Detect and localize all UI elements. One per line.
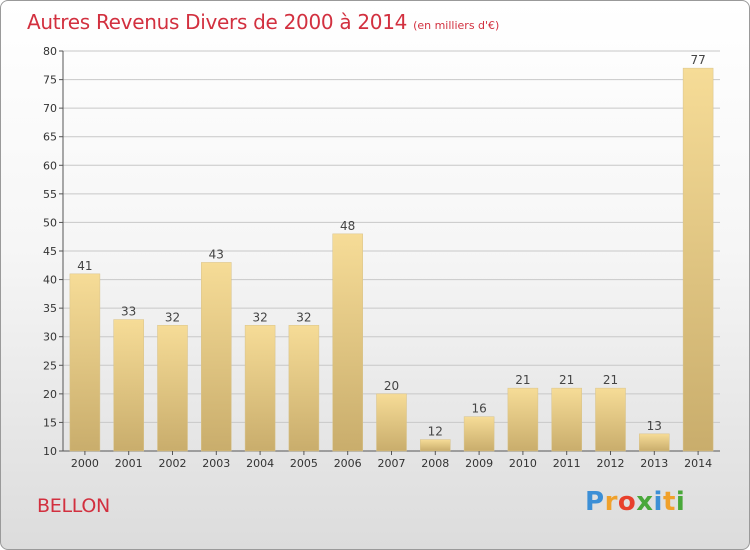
chart-title-unit: (en milliers d'€) [413, 19, 500, 32]
y-tick-label: 60 [43, 159, 57, 172]
value-label-2001: 33 [121, 305, 136, 319]
y-tick-label: 70 [43, 102, 57, 115]
bar-2011 [551, 387, 582, 452]
bar-2004 [244, 325, 276, 452]
chart-title-main: Autres Revenus Divers de 2000 à 2014 [27, 10, 408, 34]
y-tick-label: 40 [43, 274, 57, 287]
y-tick-label: 20 [43, 388, 57, 401]
y-tick-label: 10 [43, 445, 57, 458]
logo-letter: t [662, 487, 676, 517]
y-tick-label: 35 [43, 302, 57, 315]
commune-name: BELLON [37, 495, 110, 517]
value-label-2007: 20 [384, 379, 399, 393]
x-tick-label-2004: 2004 [246, 457, 274, 470]
logo-letter: x [636, 487, 654, 517]
bar-2012 [595, 387, 626, 452]
y-tick-label: 75 [43, 74, 57, 87]
x-tick-label-2008: 2008 [421, 457, 449, 470]
value-label-2006: 48 [340, 219, 355, 233]
x-tick-label-2012: 2012 [597, 457, 625, 470]
y-tick-label: 65 [43, 131, 57, 144]
proxiti-logo: Proxiti [585, 487, 685, 517]
bar-2014 [682, 67, 714, 452]
x-tick-label-2005: 2005 [290, 457, 318, 470]
bar-2000 [69, 273, 101, 452]
x-tick-label-2002: 2002 [159, 457, 187, 470]
x-tick-label-2014: 2014 [684, 457, 712, 470]
x-tick-label-2000: 2000 [71, 457, 99, 470]
bar-2002 [157, 325, 188, 452]
x-tick-label-2011: 2011 [553, 457, 581, 470]
value-label-2010: 21 [515, 373, 530, 387]
value-labels: 41 33 32 43 32 32 48 20 12 16 21 21 21 13 77 [77, 53, 705, 438]
logo-letter: i [675, 487, 686, 517]
logo-letter: r [604, 487, 618, 517]
value-label-2012: 21 [603, 373, 618, 387]
x-tick-label-2013: 2013 [640, 457, 668, 470]
chart-title: Autres Revenus Divers de 2000 à 2014 (en … [27, 10, 499, 34]
value-label-2011: 21 [559, 373, 574, 387]
x-tick-label-2010: 2010 [509, 457, 537, 470]
value-label-2002: 32 [165, 310, 180, 324]
value-label-2000: 41 [77, 259, 92, 273]
value-label-2008: 12 [428, 425, 443, 439]
y-tick-label: 80 [43, 45, 57, 58]
y-tick-label: 50 [43, 216, 57, 229]
bar-2010 [507, 387, 539, 452]
bar-2005 [288, 325, 320, 452]
y-tick-label: 45 [43, 245, 57, 258]
value-label-2005: 32 [296, 310, 311, 324]
y-tick-label: 30 [43, 331, 57, 344]
y-tick-label: 55 [43, 188, 57, 201]
value-label-2009: 16 [471, 402, 486, 416]
value-label-2003: 43 [209, 247, 224, 261]
value-label-2014: 77 [690, 53, 705, 67]
value-label-2013: 13 [647, 419, 662, 433]
x-tick-label-2007: 2007 [378, 457, 406, 470]
x-tick-label-2006: 2006 [334, 457, 362, 470]
bar-2013 [639, 433, 670, 452]
y-tick-label: 15 [43, 416, 57, 429]
logo-letter: P [585, 487, 605, 517]
logo-letter: i [653, 487, 663, 517]
bar-2003 [201, 262, 232, 452]
x-tick-label-2001: 2001 [115, 457, 143, 470]
bar-2006 [332, 233, 363, 452]
value-label-2004: 32 [252, 310, 267, 324]
y-tick-label: 25 [43, 359, 57, 372]
x-tick-labels: 2000 2001 2002 2003 2004 2005 2006 2007 2008 2009… [71, 451, 712, 470]
y-tick-labels: 10 15 20 25 30 35 40 45 50 55 60 65 70 75 80 [43, 45, 57, 458]
x-tick-label-2009: 2009 [465, 457, 493, 470]
bar-2001 [113, 319, 144, 452]
bar-2008 [420, 439, 451, 452]
x-tick-label-2003: 2003 [202, 457, 230, 470]
bars [69, 67, 714, 452]
bar-2009 [463, 416, 495, 452]
logo-letter: o [617, 487, 637, 517]
bar-2007 [376, 393, 407, 452]
